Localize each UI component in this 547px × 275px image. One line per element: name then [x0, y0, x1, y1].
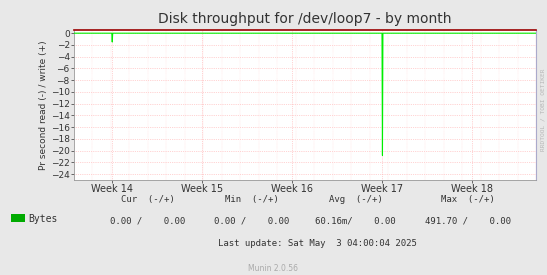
Text: Max  (-/+): Max (-/+): [441, 195, 494, 204]
Text: 60.16m/    0.00: 60.16m/ 0.00: [315, 217, 396, 226]
Text: Min  (-/+): Min (-/+): [225, 195, 278, 204]
Text: 491.70 /    0.00: 491.70 / 0.00: [424, 217, 511, 226]
Y-axis label: Pr second read (-) / write (+): Pr second read (-) / write (+): [39, 40, 48, 170]
Text: Last update: Sat May  3 04:00:04 2025: Last update: Sat May 3 04:00:04 2025: [218, 239, 417, 248]
Text: 0.00 /    0.00: 0.00 / 0.00: [110, 217, 185, 226]
Text: Bytes: Bytes: [28, 214, 58, 224]
Title: Disk throughput for /dev/loop7 - by month: Disk throughput for /dev/loop7 - by mont…: [158, 12, 452, 26]
Text: RRDTOOL / TOBI OETIKER: RRDTOOL / TOBI OETIKER: [541, 69, 546, 151]
Text: Cur  (-/+): Cur (-/+): [121, 195, 174, 204]
Text: 0.00 /    0.00: 0.00 / 0.00: [214, 217, 289, 226]
Text: Munin 2.0.56: Munin 2.0.56: [248, 265, 299, 273]
Text: Avg  (-/+): Avg (-/+): [329, 195, 382, 204]
